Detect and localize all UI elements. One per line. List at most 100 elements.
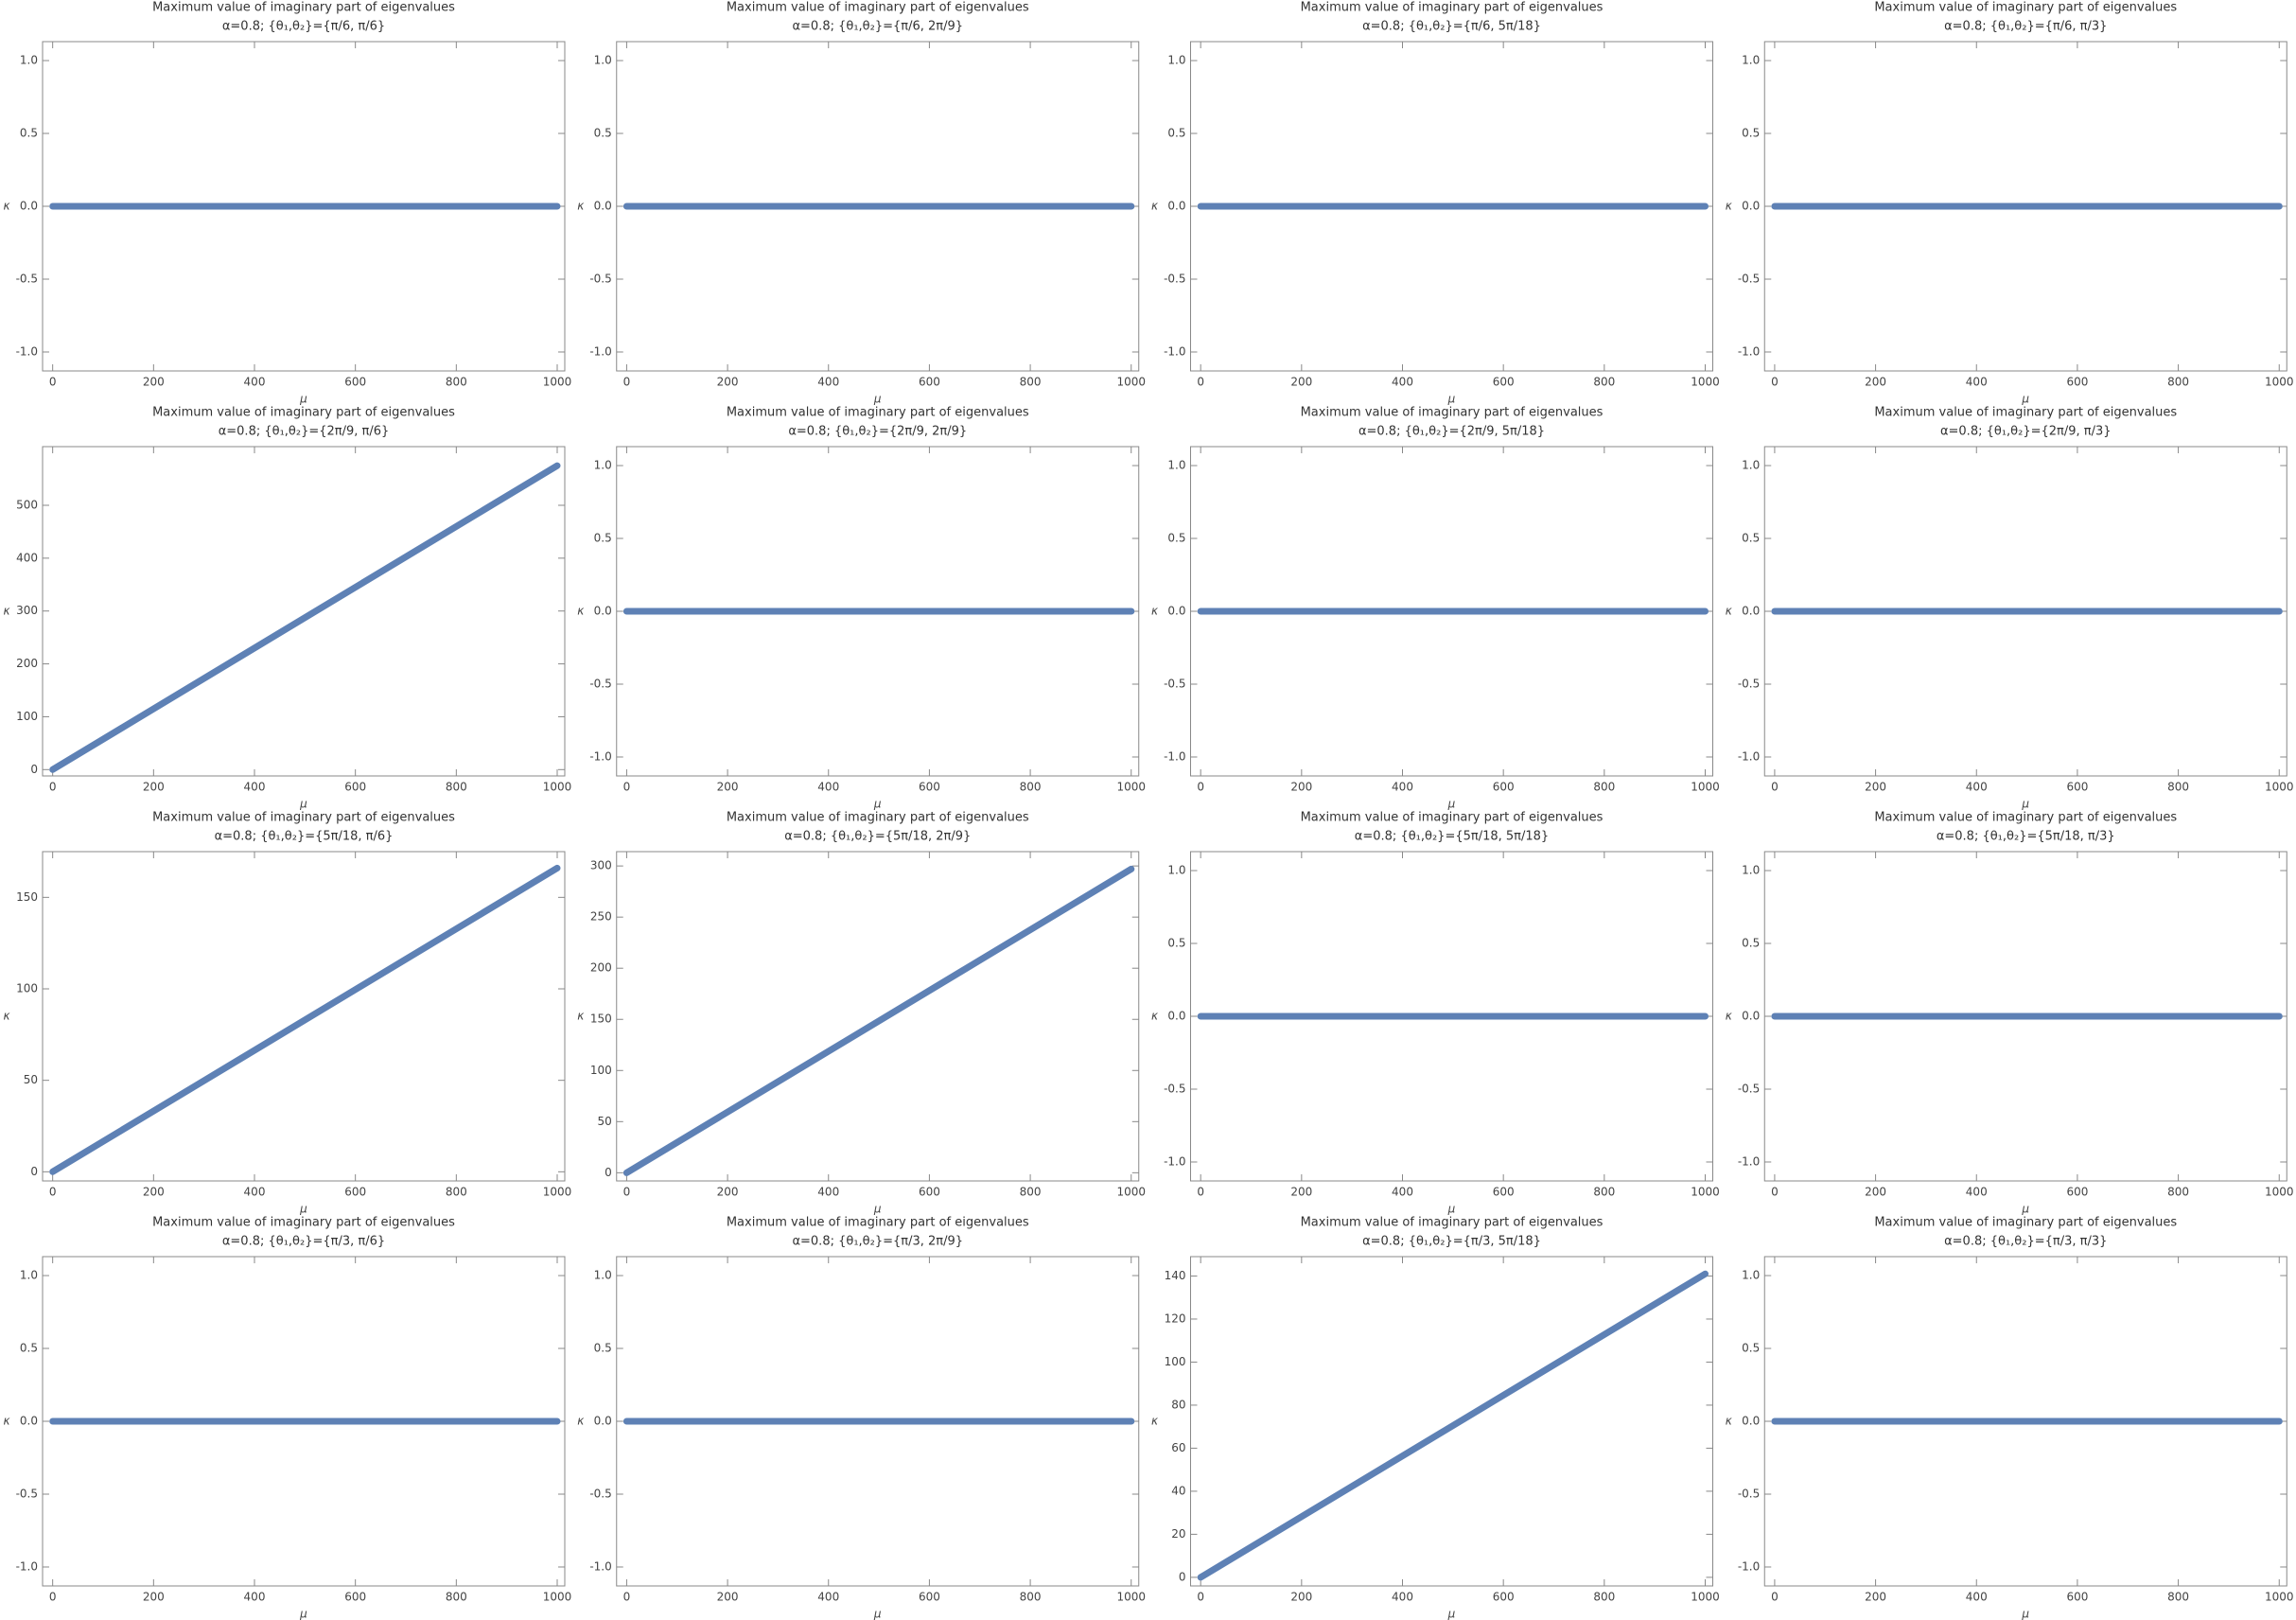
x-axis-label: μ [2021,393,2029,406]
y-tick-label: 1.0 [20,1269,38,1282]
x-tick-label: 1000 [543,1186,572,1199]
x-tick-label: 200 [1290,1186,1312,1199]
y-tick-label: 0.5 [1742,532,1760,545]
chart-title: Maximum value of imaginary part of eigen… [1301,1216,1604,1230]
x-tick-label: 200 [717,1591,739,1604]
chart-subtitle: α=0.8; {θ₁,θ₂}={π/6, π/6} [222,20,385,34]
x-axis-label: μ [873,798,882,811]
chart-title: Maximum value of imaginary part of eigen… [152,811,455,825]
chart-title: Maximum value of imaginary part of eigen… [152,1216,455,1230]
x-tick-label: 400 [817,1186,839,1199]
y-tick-label: -0.5 [16,272,38,285]
x-axis-label: μ [873,1608,882,1620]
plot-frame [1190,1256,1713,1587]
y-tick-label: -1.0 [589,344,611,358]
x-tick-label: 800 [1020,1186,1042,1199]
y-tick-label: 0.5 [1167,127,1185,140]
chart-title: Maximum value of imaginary part of eigen… [727,1216,1029,1230]
y-tick-label: 1.0 [1742,1269,1760,1282]
x-tick-label: 0 [1771,1186,1779,1199]
x-tick-label: 800 [446,1186,467,1199]
y-tick-label: 0.0 [594,1415,612,1428]
x-tick-label: 600 [919,1186,940,1199]
x-tick-label: 800 [2167,376,2189,389]
chart-subtitle: α=0.8; {θ₁,θ₂}={π/3, π/3} [1944,1235,2107,1249]
y-axis-label: κ [1151,1010,1159,1023]
chart-title: Maximum value of imaginary part of eigen… [152,406,455,420]
y-tick-label: 20 [1171,1527,1185,1541]
chart-subtitle: α=0.8; {θ₁,θ₂}={2π/9, π/6} [219,425,390,439]
x-axis-label: μ [2021,1203,2029,1216]
x-tick-label: 400 [1966,1591,1988,1604]
x-tick-label: 400 [1966,1186,1988,1199]
data-line [1197,1270,1709,1581]
x-tick-label: 600 [1493,781,1515,794]
x-tick-label: 0 [1197,1591,1204,1604]
y-tick-label: 0.5 [594,127,612,140]
x-tick-label: 400 [817,1591,839,1604]
x-tick-label: 1000 [543,781,572,794]
x-axis-label: μ [873,1203,882,1216]
x-tick-label: 800 [1593,781,1615,794]
chart-title: Maximum value of imaginary part of eigen… [1301,1,1604,15]
x-tick-label: 1000 [1691,1591,1720,1604]
x-tick-label: 1000 [2265,781,2294,794]
x-tick-label: 200 [1865,376,1886,389]
x-tick-label: 600 [344,1591,366,1604]
y-tick-label: 1.0 [20,54,38,67]
x-tick-label: 1000 [1116,781,1146,794]
y-tick-label: 1.0 [1742,459,1760,472]
y-tick-label: 150 [16,890,38,904]
y-tick-label: 0.0 [1167,605,1185,618]
x-axis-label: μ [299,1608,307,1620]
x-tick-label: 0 [1197,376,1204,389]
y-tick-label: 0 [605,1166,612,1179]
chart-subtitle: α=0.8; {θ₁,θ₂}={π/3, 5π/18} [1362,1235,1541,1249]
data-line [49,462,561,773]
x-tick-label: 800 [1593,1591,1615,1604]
y-tick-label: 1.0 [1742,54,1760,67]
y-tick-label: 0.0 [20,200,38,213]
x-tick-label: 800 [446,1591,467,1604]
y-tick-label: 0.5 [20,1342,38,1355]
x-tick-label: 1000 [2265,1591,2294,1604]
y-tick-label: 1.0 [1167,864,1185,877]
y-axis-label: κ [577,605,585,618]
y-tick-label: 1.0 [1742,864,1760,877]
x-tick-label: 400 [1392,781,1413,794]
x-tick-label: 200 [143,1186,165,1199]
x-tick-label: 600 [2066,1591,2088,1604]
x-tick-label: 400 [817,781,839,794]
x-tick-label: 600 [919,781,940,794]
x-tick-label: 400 [1392,1186,1413,1199]
y-tick-label: 100 [16,982,38,995]
x-tick-label: 600 [1493,1591,1515,1604]
plot-frame [616,851,1140,1182]
y-tick-label: 0 [1179,1570,1186,1583]
y-tick-label: -1.0 [1738,749,1760,763]
y-tick-label: -1.0 [1164,1154,1185,1168]
y-axis-label: κ [1151,1415,1159,1428]
x-axis-label: μ [2021,798,2029,811]
x-tick-label: 200 [1865,781,1886,794]
y-tick-label: 0.0 [1167,1010,1185,1023]
x-tick-label: 800 [446,376,467,389]
plot-frame [42,851,566,1182]
x-tick-label: 600 [344,1186,366,1199]
x-axis-label: μ [1447,798,1456,811]
y-tick-label: -1.0 [589,1559,611,1573]
y-tick-label: 0.5 [20,127,38,140]
x-tick-label: 1000 [543,1591,572,1604]
chart-subtitle: α=0.8; {θ₁,θ₂}={5π/18, π/3} [1937,830,2115,844]
y-axis-label: κ [3,1415,10,1428]
x-tick-label: 0 [623,781,631,794]
chart-title: Maximum value of imaginary part of eigen… [1874,811,2177,825]
chart-title: Maximum value of imaginary part of eigen… [1874,1,2177,15]
x-tick-label: 1000 [1691,781,1720,794]
x-tick-label: 600 [2066,376,2088,389]
x-tick-label: 0 [49,781,57,794]
x-axis-label: μ [2021,1608,2029,1620]
x-tick-label: 0 [623,376,631,389]
y-tick-label: -1.0 [1738,344,1760,358]
